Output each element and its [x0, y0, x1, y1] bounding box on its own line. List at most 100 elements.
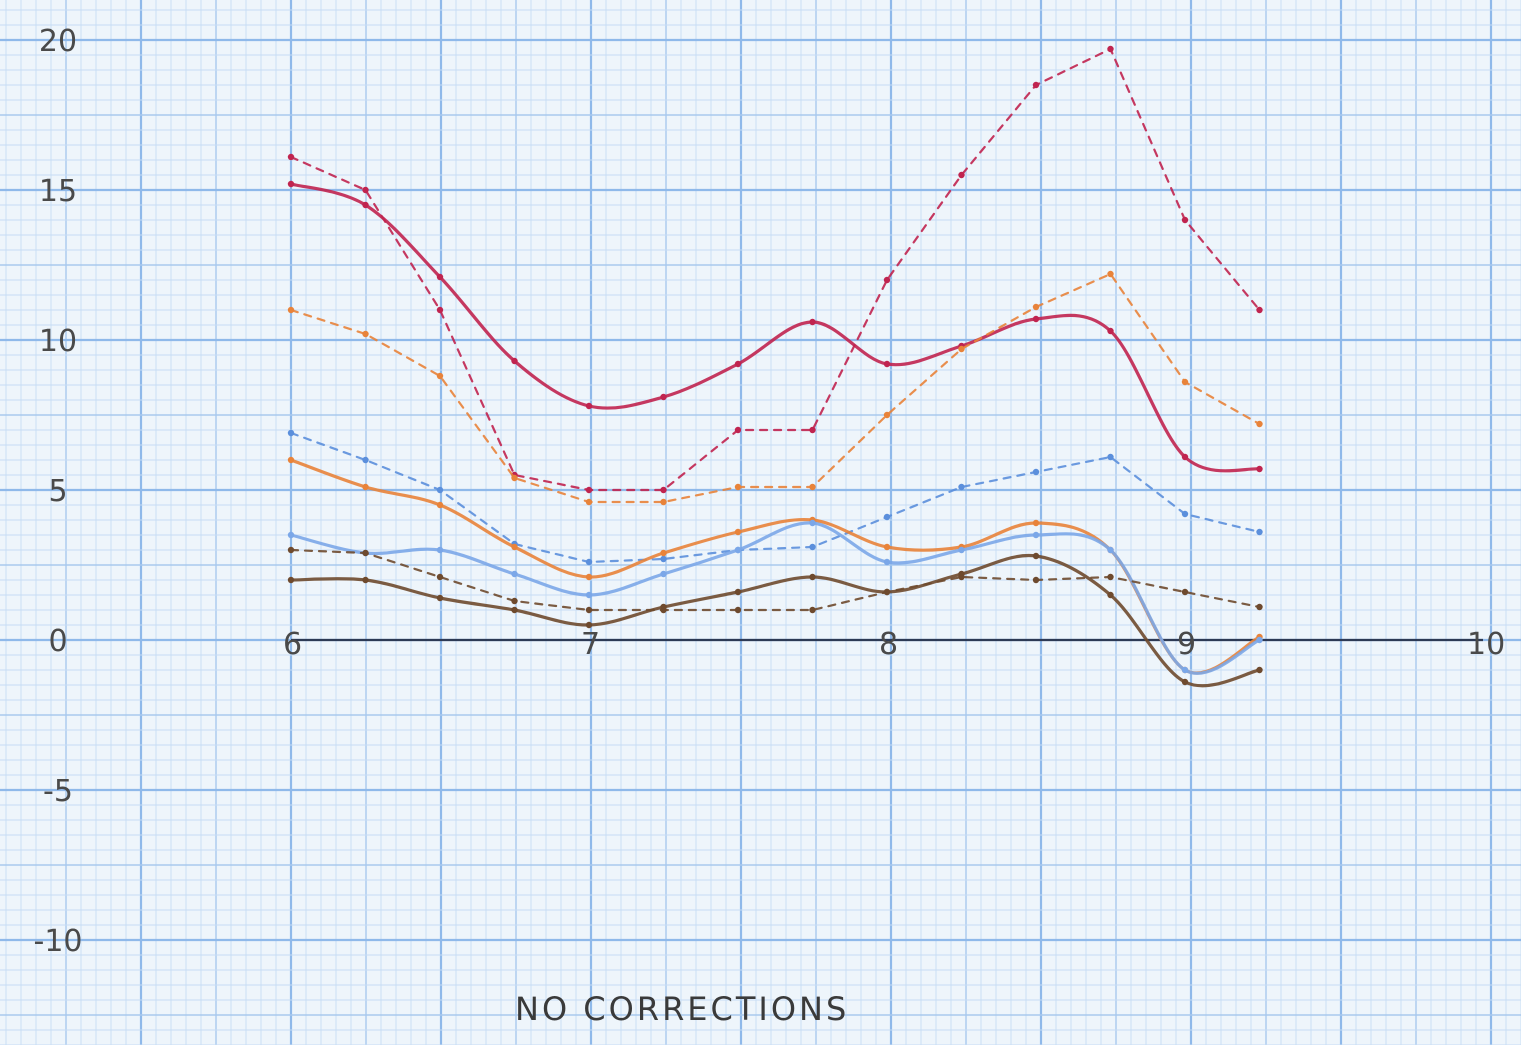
data-point — [287, 180, 295, 188]
data-point — [660, 603, 667, 611]
data-point — [585, 591, 593, 599]
data-point — [1107, 45, 1114, 53]
data-point — [436, 486, 444, 494]
data-point — [1107, 573, 1114, 581]
data-point — [436, 273, 444, 281]
data-point — [287, 153, 295, 161]
data-point — [436, 546, 444, 554]
data-point — [287, 429, 295, 437]
series-line — [289, 521, 1262, 675]
data-point — [958, 546, 965, 554]
x-tick-label: 6 — [283, 627, 302, 662]
series-2 — [287, 270, 1263, 506]
data-point — [734, 606, 742, 614]
series-5 — [287, 519, 1263, 675]
data-point — [958, 483, 965, 491]
data-point — [511, 597, 518, 605]
data-point — [734, 483, 742, 491]
data-point — [585, 498, 593, 506]
data-point — [362, 483, 369, 491]
data-point — [287, 546, 295, 554]
data-point — [1107, 591, 1114, 599]
data-point — [511, 543, 518, 551]
data-point — [809, 573, 816, 581]
data-point — [660, 393, 667, 401]
data-point — [883, 276, 891, 284]
data-point — [1256, 465, 1263, 473]
y-tick-label: 5 — [48, 474, 67, 509]
x-tick-label: 10 — [1467, 627, 1505, 662]
data-point — [1181, 453, 1189, 461]
data-point — [287, 531, 295, 539]
tick-layer: 6 7 8 9 10 20 15 10 5 0 -5 -10 — [34, 24, 1506, 959]
data-point — [883, 513, 891, 521]
data-point — [809, 318, 816, 326]
data-point — [1032, 81, 1040, 89]
y-tick-label: 15 — [39, 174, 77, 209]
data-point — [362, 186, 369, 194]
data-point — [511, 474, 518, 482]
data-point — [1107, 453, 1114, 461]
data-point — [1181, 588, 1189, 596]
data-point — [1181, 510, 1189, 518]
data-point — [660, 486, 667, 494]
data-point — [734, 426, 742, 434]
data-point — [1256, 306, 1263, 314]
data-point — [809, 606, 816, 614]
data-point — [1256, 420, 1263, 428]
data-point — [1032, 519, 1040, 527]
data-point — [809, 426, 816, 434]
data-point — [1032, 315, 1040, 323]
data-point — [362, 549, 369, 557]
data-point — [660, 555, 667, 563]
series-1 — [287, 45, 1263, 494]
data-point — [585, 486, 593, 494]
data-point — [585, 621, 593, 629]
data-point — [1032, 303, 1040, 311]
data-point — [1256, 603, 1263, 611]
data-point — [362, 330, 369, 338]
data-point — [958, 570, 965, 578]
y-tick-label: -10 — [34, 924, 83, 959]
data-point — [660, 498, 667, 506]
data-point — [362, 456, 369, 464]
data-point — [883, 543, 891, 551]
data-point — [1107, 546, 1114, 554]
data-point — [1181, 216, 1189, 224]
data-point — [883, 588, 891, 596]
data-point — [734, 360, 742, 368]
x-tick-label: 9 — [1177, 627, 1196, 662]
data-point — [809, 543, 816, 551]
data-point — [436, 372, 444, 380]
data-point — [883, 558, 891, 566]
data-point — [362, 201, 369, 209]
data-point — [585, 606, 593, 614]
data-point — [1107, 327, 1114, 335]
data-point — [1256, 528, 1263, 536]
data-point — [734, 528, 742, 536]
x-tick-label: 8 — [879, 627, 898, 662]
data-point — [436, 306, 444, 314]
data-point — [1032, 531, 1040, 539]
data-point — [511, 606, 518, 614]
data-point — [1032, 468, 1040, 476]
data-point — [958, 345, 965, 353]
data-point — [287, 576, 295, 584]
data-point — [1032, 576, 1040, 584]
y-tick-label: 20 — [39, 24, 77, 59]
data-point — [287, 456, 295, 464]
data-point — [511, 357, 518, 365]
series-line — [289, 553, 1262, 688]
data-point — [287, 306, 295, 314]
series-line-dotted — [289, 431, 1261, 564]
data-point — [809, 483, 816, 491]
series-line-dotted — [289, 548, 1261, 612]
y-tick-label: 0 — [48, 624, 67, 659]
data-point — [660, 549, 667, 557]
data-point — [958, 171, 965, 179]
data-point — [1256, 666, 1263, 674]
series-0 — [287, 180, 1263, 473]
data-point — [585, 558, 593, 566]
